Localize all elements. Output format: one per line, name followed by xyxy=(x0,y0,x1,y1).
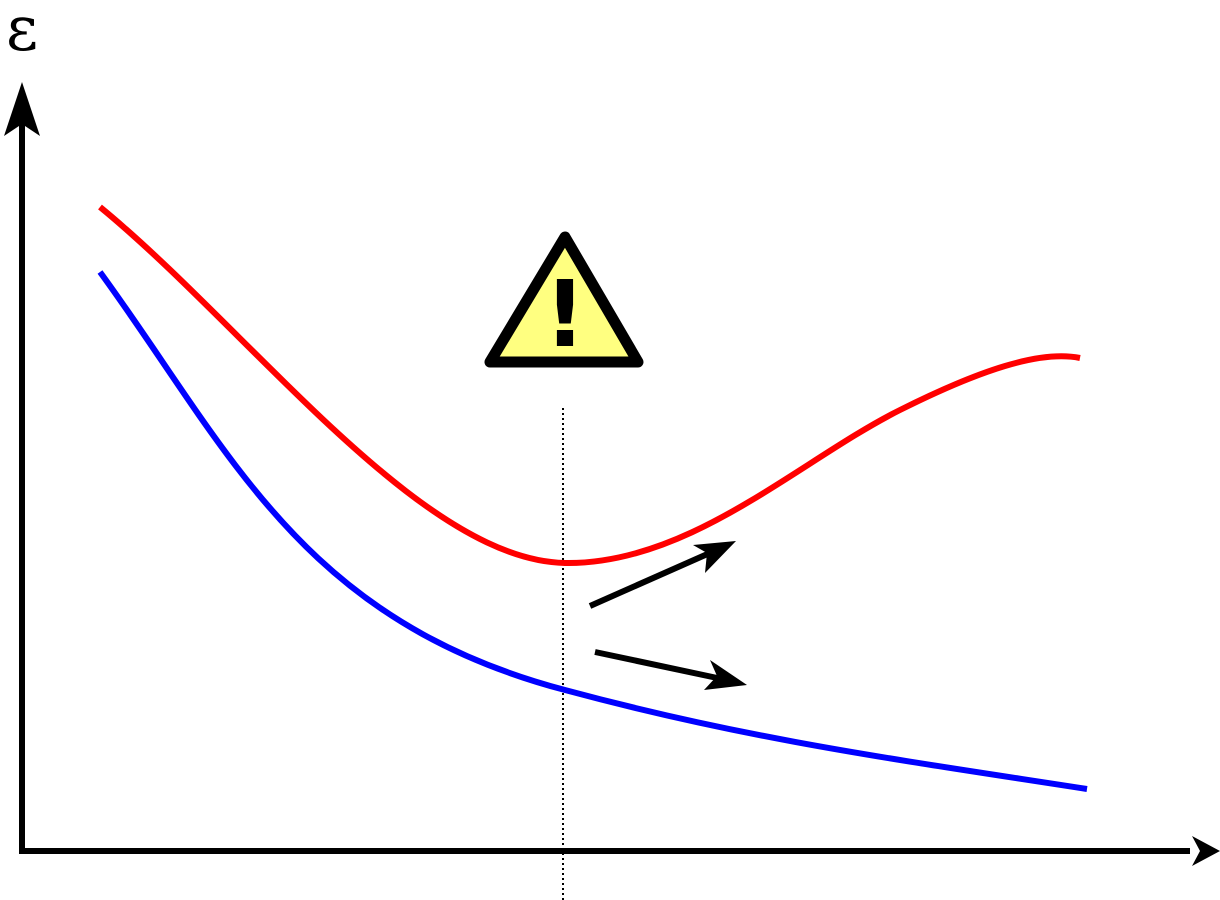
x-axis-arrowhead xyxy=(1192,836,1220,866)
warning-symbol: ! xyxy=(544,261,586,368)
y-axis-label: ε xyxy=(6,0,38,65)
down-arrowhead xyxy=(704,660,747,690)
red-curve xyxy=(98,204,1081,567)
up-arrow xyxy=(588,549,714,609)
up-arrowhead xyxy=(693,541,736,573)
blue-curve xyxy=(97,270,1088,792)
down-arrow xyxy=(594,649,723,682)
warning-triangle xyxy=(484,231,644,368)
y-axis-arrowhead xyxy=(4,82,40,136)
